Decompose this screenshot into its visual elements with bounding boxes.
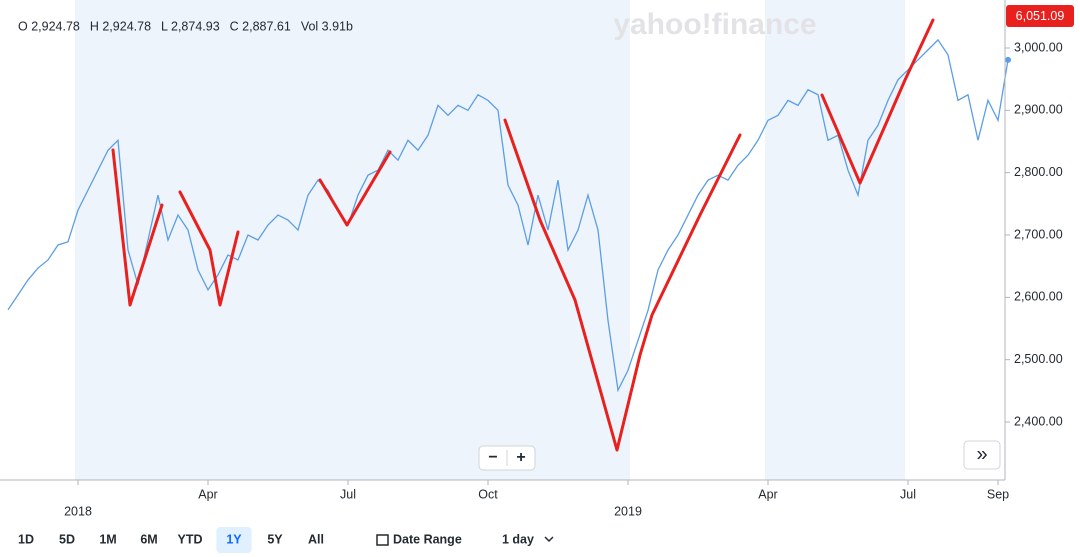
trend-annotation (503, 118, 742, 452)
expand-button[interactable]: » (976, 443, 987, 465)
zoom-out[interactable]: − (488, 449, 497, 466)
x-tick-label: Oct (478, 487, 498, 501)
trend-annotation (178, 190, 240, 307)
x-tick-label: Sep (987, 487, 1009, 501)
x-tick-label: Jul (900, 487, 916, 501)
zoom-in[interactable]: + (516, 449, 525, 466)
zoom-control: − + (478, 445, 536, 471)
ohlc-label: C 2,887.61 (230, 19, 291, 33)
trend-annotation (820, 18, 935, 185)
y-tick-label: 2,800.00 (1014, 165, 1063, 179)
y-tick-label: 2,500.00 (1014, 352, 1063, 366)
x-tick-label: Apr (758, 487, 777, 501)
range-label[interactable]: 1M (99, 532, 116, 546)
price-badge-label: 6,051.09 (1016, 9, 1065, 23)
shaded-band (75, 0, 630, 480)
trend-annotation (111, 148, 164, 307)
range-button: 1D (18, 532, 34, 546)
range-selected-bg (216, 527, 252, 553)
range-button: 6M (140, 532, 157, 546)
range-button: 1M (99, 532, 116, 546)
x-tick-label: 2019 (614, 504, 642, 518)
annotations (111, 18, 935, 452)
x-tick-label: 2018 (64, 504, 92, 518)
ohlc-label: O 2,924.78 (18, 19, 80, 33)
last-price-dot (1005, 56, 1011, 63)
ohlc-label: Vol 3.91b (301, 19, 353, 33)
y-tick-label: 2,600.00 (1014, 290, 1063, 304)
y-tick-label: 2,900.00 (1014, 103, 1063, 117)
shaded-band (765, 0, 905, 480)
y-tick-label: 2,700.00 (1014, 227, 1063, 241)
range-label[interactable]: 5D (59, 532, 75, 546)
range-button: 1Y (216, 527, 252, 553)
x-tick-label: Jul (340, 487, 356, 501)
trend-annotation (318, 150, 392, 227)
calendar-icon (376, 534, 389, 546)
expand-box (963, 440, 1001, 470)
range-label[interactable]: 5Y (267, 532, 283, 546)
range-button: 5Y (267, 532, 283, 546)
range-button: All (308, 532, 324, 546)
range-label[interactable]: YTD (178, 532, 203, 546)
range-button: 5D (59, 532, 75, 546)
price-badge (1006, 5, 1074, 27)
y-tick-label: 2,400.00 (1014, 414, 1063, 428)
watermark: yahoo!finance (613, 8, 816, 41)
range-label[interactable]: 1Y (226, 532, 242, 546)
range-label[interactable]: 1D (18, 532, 34, 546)
range-label[interactable]: 6M (140, 532, 157, 546)
ohlc-label: L 2,874.93 (161, 19, 220, 33)
dropdown-caret (544, 536, 554, 543)
interval[interactable]: 1 day (502, 532, 534, 546)
x-tick-label: Apr (198, 487, 217, 501)
ohlc-label: H 2,924.78 (90, 19, 151, 33)
range-label[interactable]: All (308, 532, 324, 546)
y-tick-label: 3,000.00 (1014, 40, 1063, 54)
range-button: YTD (178, 532, 203, 546)
price-line (7, 38, 1009, 393)
date-range[interactable]: Date Range (393, 532, 462, 546)
